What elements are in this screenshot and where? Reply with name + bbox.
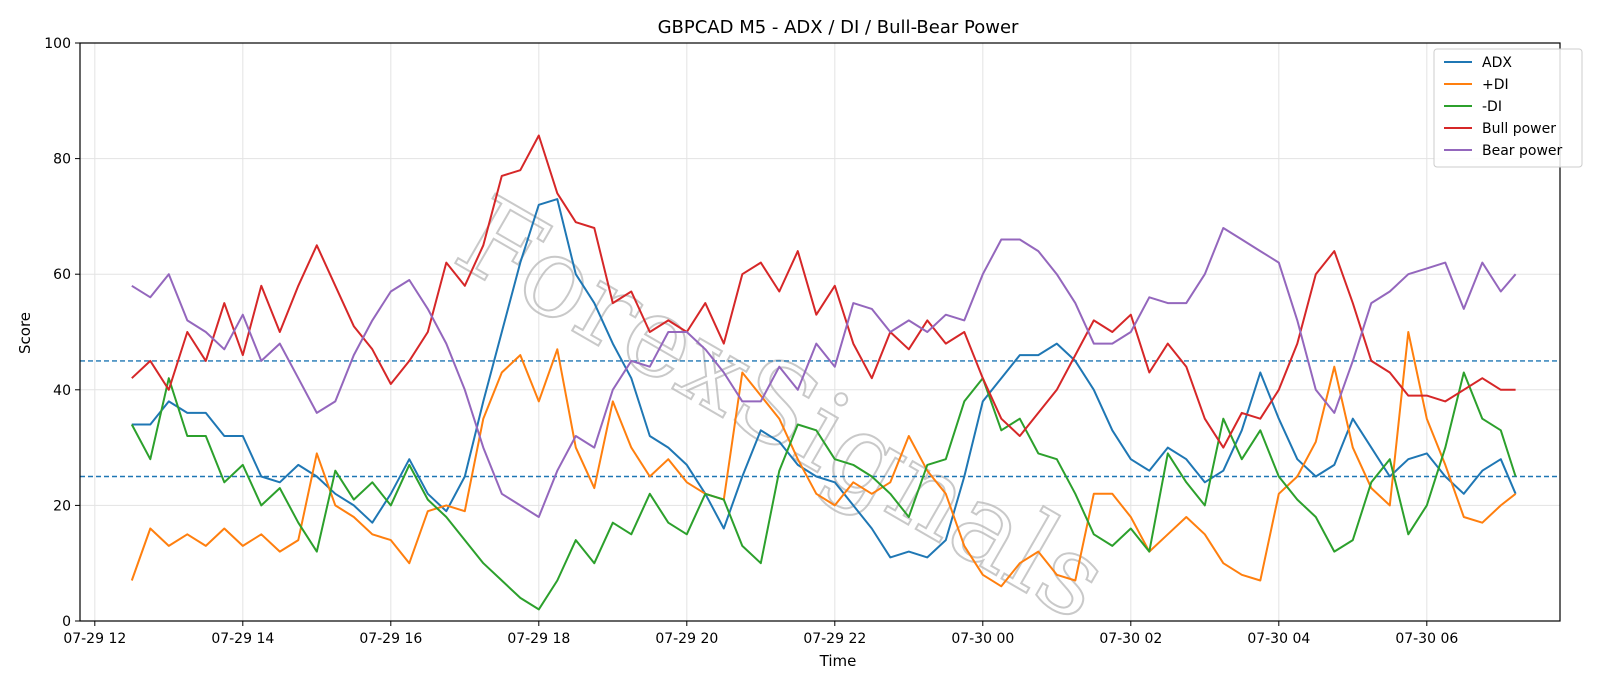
x-tick-label: 07-29 18 — [507, 631, 570, 647]
x-tick-label: 07-29 22 — [803, 631, 866, 647]
x-tick-label: 07-29 20 — [655, 631, 718, 647]
y-axis-title: Score — [16, 312, 34, 354]
legend-label: ADX — [1482, 55, 1512, 71]
y-tick-label: 20 — [53, 498, 71, 514]
legend-label: -DI — [1482, 99, 1502, 115]
series-line-di — [130, 371, 1517, 611]
x-tick-label: 07-30 00 — [951, 631, 1014, 647]
legend-label: Bull power — [1482, 121, 1556, 137]
x-tick-label: 07-29 16 — [359, 631, 422, 647]
y-tick-label: 60 — [53, 267, 71, 283]
y-axis-ticks: 0 20 40 60 80 100 — [44, 36, 80, 630]
x-tick-label: 07-30 04 — [1247, 631, 1310, 647]
y-tick-label: 80 — [53, 152, 71, 168]
series-line-di — [130, 331, 1517, 588]
x-tick-label: 07-30 02 — [1099, 631, 1162, 647]
legend-box — [1433, 48, 1583, 168]
y-tick-label: 100 — [44, 36, 71, 52]
chart-title: GBPCAD M5 - ADX / DI / Bull-Bear Power — [658, 17, 1019, 38]
y-tick-label: 40 — [53, 383, 71, 399]
x-axis-ticks: 07-29 12 07-29 14 07-29 16 07-29 18 07-29 20… — [63, 621, 1458, 647]
plot-frame — [79, 42, 1561, 622]
x-tick-label: 07-29 14 — [211, 631, 274, 647]
y-tick-label: 0 — [62, 614, 71, 630]
series-line-bear-power — [131, 227, 1517, 518]
x-axis-title: Time — [819, 652, 857, 670]
series-line-adx — [131, 198, 1517, 559]
x-tick-label: 07-29 12 — [63, 631, 126, 647]
legend-label: +DI — [1482, 77, 1509, 93]
reference-lines — [80, 360, 1560, 478]
series-layer — [130, 134, 1517, 611]
x-tick-label: 07-30 06 — [1395, 631, 1458, 647]
legend: ADX +DI -DI Bull power Bear power — [1433, 48, 1583, 168]
legend-label: Bear power — [1482, 143, 1563, 159]
